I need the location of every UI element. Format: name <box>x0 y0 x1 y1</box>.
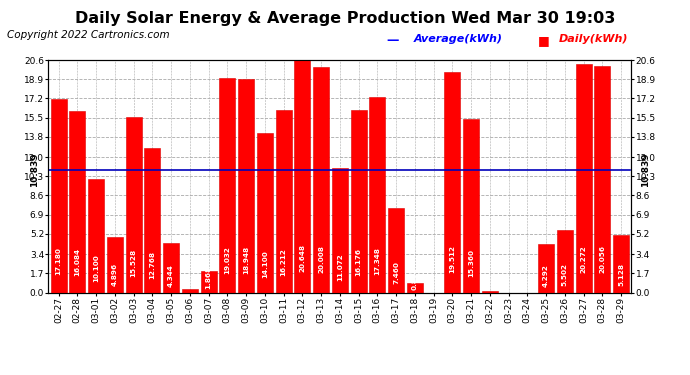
Bar <box>50 99 66 292</box>
Bar <box>238 79 254 292</box>
Text: Average(kWh): Average(kWh) <box>414 34 503 44</box>
Text: 14.100: 14.100 <box>262 251 268 278</box>
Text: 1.868: 1.868 <box>206 266 212 289</box>
Text: 12.768: 12.768 <box>149 251 155 279</box>
Text: 16.212: 16.212 <box>281 248 286 276</box>
Text: 10.100: 10.100 <box>93 254 99 282</box>
Text: 11.072: 11.072 <box>337 253 343 281</box>
Text: 0.832: 0.832 <box>412 267 418 290</box>
Text: 10.839: 10.839 <box>30 153 39 188</box>
Bar <box>613 235 629 292</box>
Text: 16.176: 16.176 <box>355 248 362 276</box>
Bar <box>538 244 554 292</box>
Text: ■: ■ <box>538 34 550 47</box>
Text: 4.292: 4.292 <box>543 264 549 287</box>
Text: Copyright 2022 Cartronics.com: Copyright 2022 Cartronics.com <box>7 30 170 40</box>
Text: 15.360: 15.360 <box>468 249 474 277</box>
Bar <box>444 72 460 292</box>
Bar <box>295 60 310 292</box>
Bar <box>275 110 292 292</box>
Text: 4.896: 4.896 <box>112 263 118 286</box>
Bar <box>107 237 123 292</box>
Bar <box>332 168 348 292</box>
Bar <box>388 208 404 292</box>
Bar <box>482 291 497 292</box>
Text: Daily Solar Energy & Average Production Wed Mar 30 19:03: Daily Solar Energy & Average Production … <box>75 11 615 26</box>
Bar <box>219 78 235 292</box>
Text: 10.839: 10.839 <box>641 153 650 188</box>
Text: 5.502: 5.502 <box>562 263 568 286</box>
Text: 17.180: 17.180 <box>56 248 61 275</box>
Text: 19.512: 19.512 <box>449 245 455 273</box>
Bar <box>463 119 479 292</box>
Bar <box>594 66 610 292</box>
Bar <box>575 64 591 292</box>
Bar <box>126 117 141 292</box>
Bar <box>407 283 423 292</box>
Text: 20.648: 20.648 <box>299 244 306 272</box>
Text: 4.344: 4.344 <box>168 264 174 287</box>
Bar <box>257 134 273 292</box>
Bar <box>351 110 366 292</box>
Bar <box>557 230 573 292</box>
Bar <box>369 97 385 292</box>
Text: 20.272: 20.272 <box>580 245 586 273</box>
Text: 18.948: 18.948 <box>243 246 249 274</box>
Text: 20.056: 20.056 <box>600 245 605 273</box>
Text: 17.348: 17.348 <box>374 247 380 275</box>
Bar <box>70 111 86 292</box>
Text: 19.032: 19.032 <box>224 246 230 274</box>
Text: 7.460: 7.460 <box>393 261 399 284</box>
Text: 5.128: 5.128 <box>618 263 624 286</box>
Bar <box>163 243 179 292</box>
Bar <box>88 178 104 292</box>
Text: —: — <box>386 34 399 47</box>
Bar <box>201 272 217 292</box>
Bar <box>313 67 329 292</box>
Text: 15.528: 15.528 <box>130 249 137 277</box>
Bar <box>144 148 160 292</box>
Text: 16.084: 16.084 <box>75 248 80 276</box>
Text: 20.008: 20.008 <box>318 245 324 273</box>
Bar <box>182 289 198 292</box>
Text: Daily(kWh): Daily(kWh) <box>559 34 629 44</box>
